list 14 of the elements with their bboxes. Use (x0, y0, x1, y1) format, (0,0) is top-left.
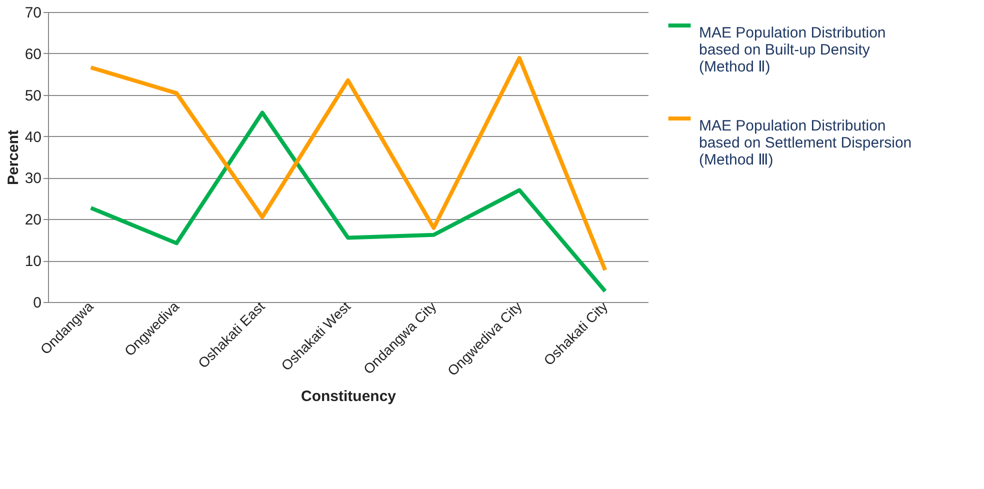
y-tick-label: 30 (24, 170, 42, 188)
line-series (88, 56, 608, 272)
y-tick-label: 70 (24, 4, 42, 22)
y-tick-label: 20 (24, 212, 42, 229)
y-tick-label: 10 (24, 253, 42, 270)
y-tick-label: 0 (33, 294, 42, 312)
line-series (88, 110, 608, 294)
x-axis-title: Constituency (300, 388, 397, 405)
y-tick-label: 40 (24, 128, 42, 146)
legend-label: MAE Population Distribution based on Built-up Density (Method Ⅱ) (699, 24, 886, 76)
y-tick-label: 60 (24, 46, 42, 63)
y-axis-title: Percent (4, 130, 22, 186)
legend-label: MAE Population Distribution based on Settlement Dispersion (Method Ⅲ) (699, 118, 912, 168)
y-tick-label: 50 (24, 87, 42, 104)
